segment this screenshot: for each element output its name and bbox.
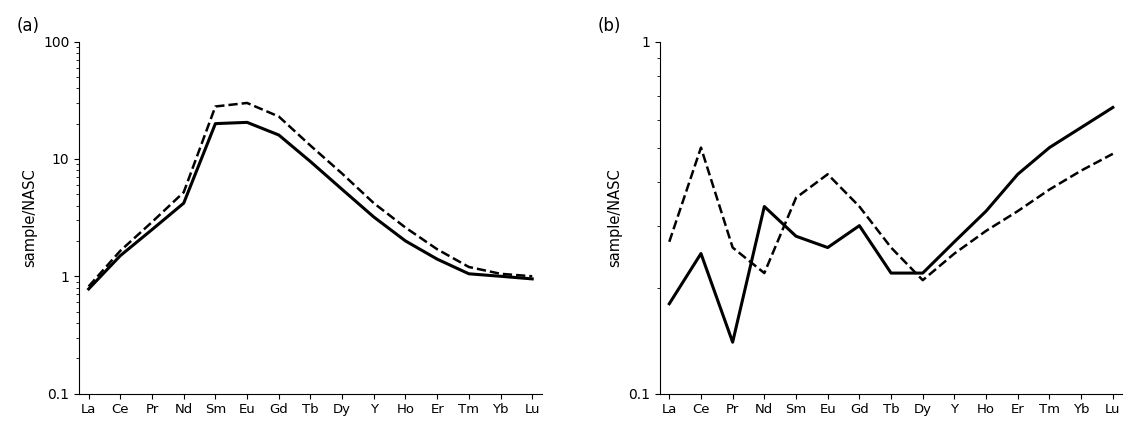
Y-axis label: sample/NASC: sample/NASC — [23, 168, 38, 267]
Text: (a): (a) — [17, 16, 40, 35]
Text: (b): (b) — [597, 16, 621, 35]
Y-axis label: sample/NASC: sample/NASC — [607, 168, 623, 267]
